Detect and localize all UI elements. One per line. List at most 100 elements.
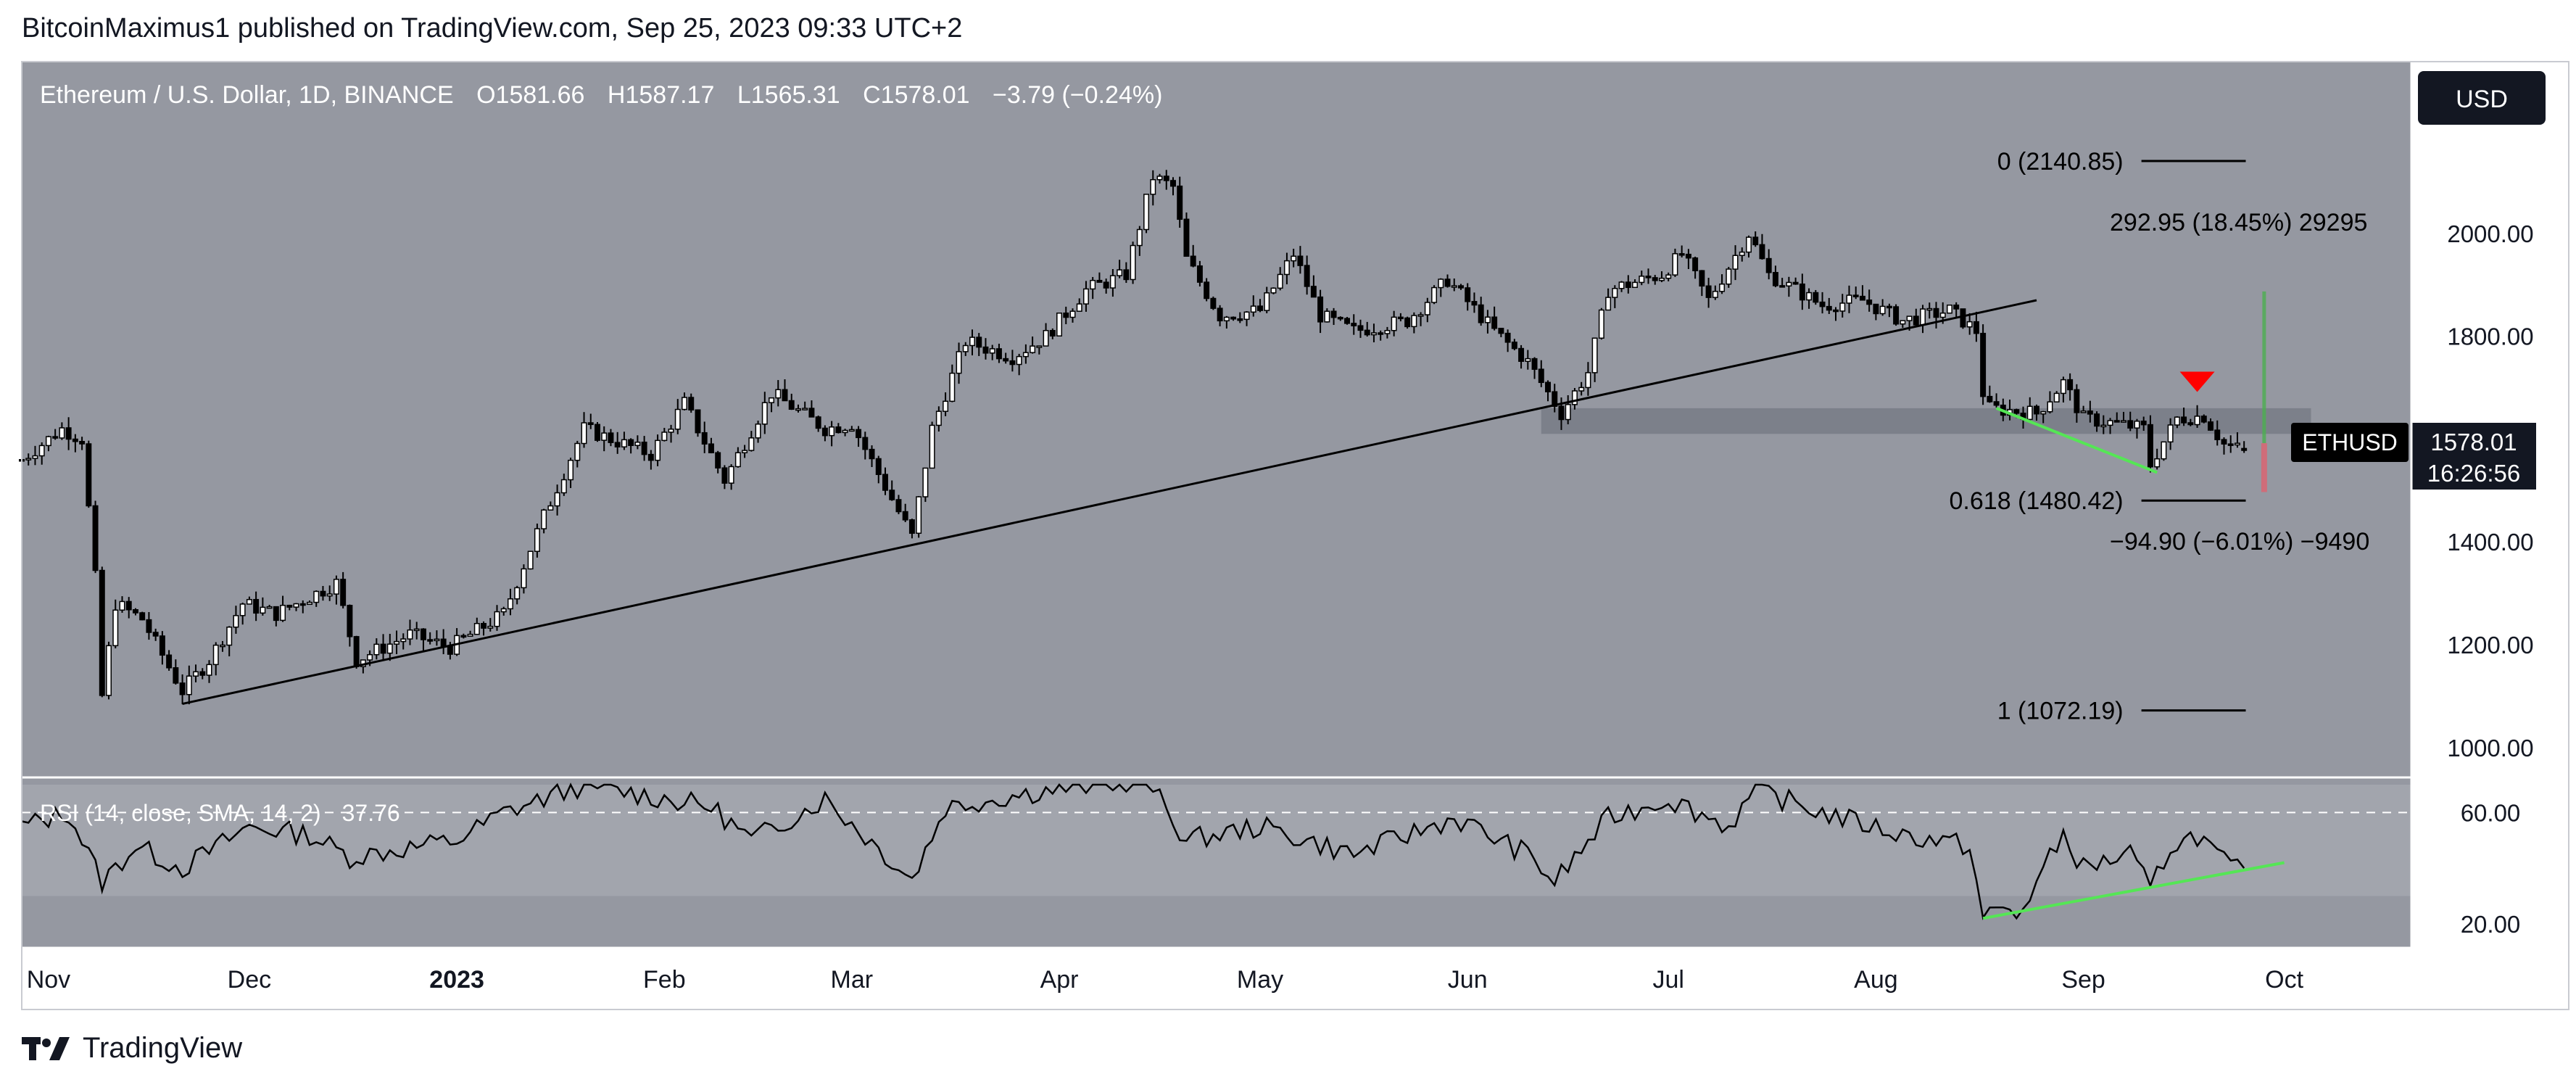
candle-body — [434, 638, 440, 642]
candle-body — [233, 615, 239, 628]
candle-body — [1022, 352, 1029, 358]
candle-body — [848, 429, 855, 432]
candle-body — [2181, 416, 2187, 424]
candle-body — [581, 422, 587, 445]
candle-body — [1565, 404, 1571, 421]
price-axis-tick-label: 1000.00 — [2447, 735, 2533, 761]
candle-body — [2194, 416, 2200, 426]
candle-body — [995, 348, 1002, 360]
candle-body — [293, 603, 299, 608]
candle-body — [99, 569, 105, 696]
candle-body — [2134, 421, 2140, 429]
candle-body — [1237, 318, 1243, 321]
candle-body — [106, 645, 112, 696]
candle-body — [1665, 274, 1672, 279]
candle-body — [1531, 358, 1538, 370]
candle-body — [1726, 268, 1732, 285]
candle-body — [1799, 283, 1805, 301]
candle-body — [1571, 390, 1578, 405]
candle-body — [340, 579, 347, 606]
open-value: 1581.66 — [496, 81, 585, 109]
candle-body — [146, 619, 152, 633]
candle-body — [856, 429, 862, 439]
candle-body — [1177, 185, 1183, 220]
time-axis-tick-label: Sep — [2061, 966, 2105, 994]
candle-body — [634, 442, 641, 446]
candle-body — [413, 628, 420, 632]
time-axis-tick-label: May — [1237, 966, 1283, 994]
candle-body — [1043, 330, 1049, 347]
candle-body — [1384, 329, 1391, 334]
price-divergence-line — [1995, 407, 2158, 474]
candle-body — [353, 636, 360, 667]
candle-body — [1370, 332, 1377, 336]
price-axis-tick-label: 1200.00 — [2447, 632, 2533, 658]
candle-body — [1143, 194, 1150, 231]
candle-body — [982, 346, 989, 354]
candle-body — [2241, 447, 2248, 451]
candle-body — [2221, 439, 2227, 445]
currency-button-label[interactable]: USD — [2456, 86, 2508, 113]
candle-body — [1397, 316, 1404, 320]
low-value: 1565.31 — [751, 81, 840, 109]
candle-body — [701, 432, 708, 445]
candle-body — [655, 439, 661, 461]
candle-body — [132, 608, 138, 614]
candle-body — [1451, 285, 1457, 288]
candle-body — [193, 671, 199, 677]
candle-body — [2234, 442, 2240, 446]
candle-body — [45, 436, 51, 447]
time-axis: Nov Dec 2023 Feb Mar Apr May Jun Jul Aug Sep Oct — [27, 966, 2304, 994]
time-axis-tick-label: Jun — [1448, 966, 1488, 994]
candle-body — [1813, 292, 1819, 303]
candle-body — [1618, 281, 1625, 289]
candle-body — [1652, 277, 1658, 281]
candle-body — [1357, 325, 1364, 331]
candle-body — [521, 568, 527, 589]
candle-body — [1364, 329, 1370, 336]
candle-body — [1076, 303, 1082, 312]
candle-body — [1351, 323, 1357, 326]
candle-body — [1003, 358, 1009, 362]
candle-body — [1966, 321, 1973, 328]
candle-body — [1960, 308, 1966, 328]
candle-body — [246, 598, 252, 605]
time-axis-background — [22, 948, 2569, 1010]
candle-body — [1117, 269, 1123, 276]
candle-body — [608, 432, 614, 443]
publisher-caption: BitcoinMaximus1 published on TradingView… — [22, 13, 963, 44]
candle-body — [347, 605, 353, 637]
candle-body — [2053, 392, 2060, 402]
candle-body — [2047, 401, 2053, 413]
candle-body — [514, 587, 521, 600]
candle-body — [226, 626, 233, 646]
candle-body — [908, 519, 915, 534]
candle-body — [1545, 381, 1551, 392]
candle-body — [547, 505, 554, 511]
candle-body — [869, 448, 875, 460]
candle-body — [1210, 297, 1217, 309]
rsi-divergence-line — [1982, 861, 2285, 920]
candle-body — [1478, 304, 1484, 323]
candle-body — [895, 499, 902, 513]
candle-body — [2100, 424, 2107, 428]
candle-body — [212, 644, 219, 666]
candle-body — [273, 606, 279, 622]
candle-body — [494, 611, 500, 627]
candle-body — [1243, 311, 1250, 321]
candle-body — [1732, 255, 1739, 270]
currency-button[interactable]: USD — [2418, 71, 2546, 125]
candle-body — [2187, 422, 2194, 426]
candle-body — [2174, 416, 2180, 426]
candle-body — [527, 550, 534, 570]
candle-body — [2094, 413, 2100, 427]
rsi-value: 37.76 — [342, 800, 400, 826]
fib-level-label: 0.618 (1480.42) — [1950, 487, 2124, 515]
candle-body — [682, 397, 687, 410]
candle-body — [728, 466, 734, 484]
candle-body — [25, 458, 32, 461]
candle-body — [829, 426, 835, 437]
candle-body — [1491, 316, 1498, 329]
candle-body — [1063, 312, 1069, 318]
candle-body — [534, 528, 540, 553]
